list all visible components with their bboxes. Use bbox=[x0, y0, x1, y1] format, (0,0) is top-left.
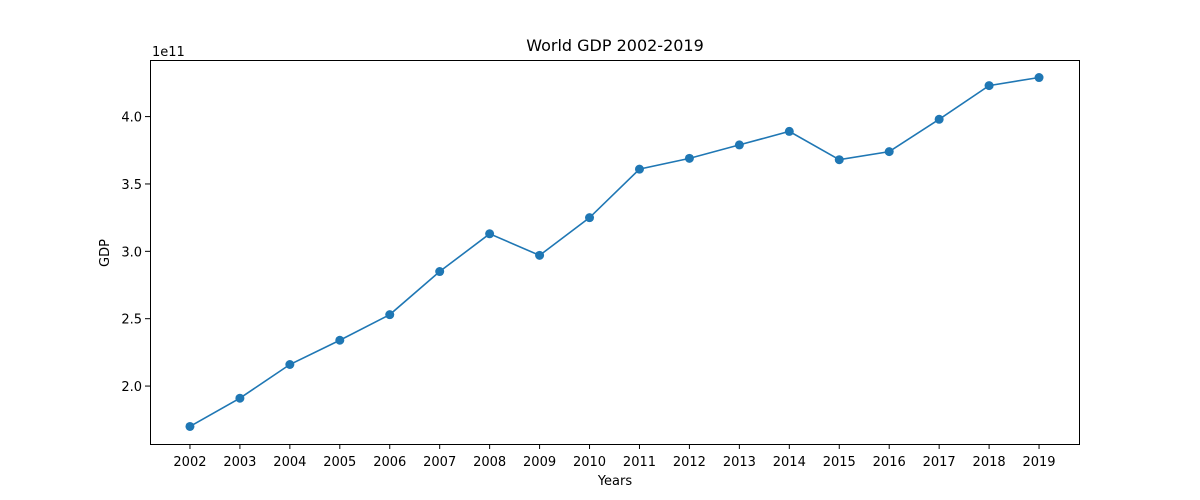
y-tick-label: 4.0 bbox=[121, 111, 142, 126]
y-tick-label: 3.5 bbox=[121, 178, 142, 193]
y-axis-ticks: 2.0 2.5 3.0 3.5 4.0 bbox=[121, 111, 150, 395]
x-tick-label: 2017 bbox=[923, 455, 956, 470]
x-tick-label: 2002 bbox=[173, 455, 206, 470]
x-tick-label: 2014 bbox=[773, 455, 806, 470]
y-offset-label: 1e11 bbox=[152, 45, 185, 60]
x-axis-ticks: 2002 2003 2004 2005 2006 2007 2008 2009 2010 2011… bbox=[173, 444, 1056, 470]
x-tick-label: 2006 bbox=[373, 455, 406, 470]
gdp-data-point bbox=[684, 153, 694, 163]
y-tick-label: 3.0 bbox=[121, 245, 142, 260]
x-tick-label: 2015 bbox=[823, 455, 856, 470]
gdp-data-point bbox=[1034, 73, 1044, 83]
gdp-data-point bbox=[335, 335, 345, 345]
y-axis-label: GDP bbox=[98, 239, 113, 267]
x-tick-label: 2010 bbox=[573, 455, 606, 470]
x-tick-label: 2012 bbox=[673, 455, 706, 470]
plot-area bbox=[185, 73, 1044, 431]
gdp-data-point bbox=[834, 155, 844, 165]
x-tick-label: 2009 bbox=[523, 455, 556, 470]
gdp-data-point bbox=[934, 114, 944, 124]
gdp-data-point bbox=[634, 164, 644, 174]
x-tick-label: 2008 bbox=[473, 455, 506, 470]
gdp-data-point bbox=[435, 267, 445, 277]
gdp-data-point bbox=[285, 360, 295, 370]
gdp-data-point bbox=[984, 81, 994, 91]
gdp-data-point bbox=[884, 147, 894, 157]
x-tick-label: 2007 bbox=[423, 455, 456, 470]
gdp-series-line bbox=[189, 76, 1040, 428]
gdp-data-point bbox=[535, 250, 545, 260]
x-tick-label: 2019 bbox=[1022, 455, 1055, 470]
y-tick-label: 2.5 bbox=[121, 313, 142, 328]
gdp-data-point bbox=[185, 421, 195, 431]
x-tick-label: 2016 bbox=[873, 455, 906, 470]
gdp-data-point bbox=[585, 213, 595, 223]
x-tick-label: 2011 bbox=[623, 455, 656, 470]
gdp-data-point bbox=[385, 310, 395, 320]
x-tick-label: 2004 bbox=[273, 455, 306, 470]
x-tick-label: 2018 bbox=[973, 455, 1006, 470]
x-tick-label: 2005 bbox=[323, 455, 356, 470]
chart-title: World GDP 2002-2019 bbox=[526, 36, 704, 55]
x-axis-label: Years bbox=[597, 474, 633, 489]
x-tick-label: 2003 bbox=[223, 455, 256, 470]
x-tick-label: 2013 bbox=[723, 455, 756, 470]
y-tick-label: 2.0 bbox=[121, 380, 142, 395]
gdp-data-point bbox=[485, 229, 495, 239]
gdp-data-point bbox=[235, 393, 245, 403]
plot-frame bbox=[150, 60, 1080, 445]
gdp-data-point bbox=[784, 126, 794, 136]
gdp-data-point bbox=[734, 140, 744, 150]
